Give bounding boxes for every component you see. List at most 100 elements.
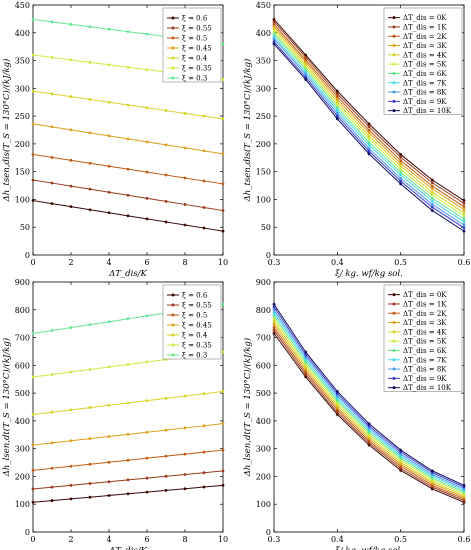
data-point — [126, 401, 130, 405]
legend-marker — [171, 323, 175, 327]
data-point — [335, 103, 339, 107]
data-point — [367, 432, 371, 436]
data-point — [69, 22, 73, 26]
legend-marker — [392, 321, 396, 325]
legend-label: ξ = 0.45 — [182, 322, 212, 330]
data-point — [367, 441, 371, 445]
data-point — [272, 25, 276, 29]
y-tick-label: 600 — [15, 361, 30, 370]
y-tick-label: 800 — [15, 306, 30, 315]
data-point — [430, 473, 434, 476]
y-tick-label: 100 — [15, 500, 30, 509]
legend-marker — [171, 16, 175, 20]
data-point — [399, 460, 403, 464]
legend-box — [383, 284, 463, 392]
data-point — [69, 158, 73, 162]
data-point — [367, 430, 371, 434]
legend-label: ΔT_dis = 3K — [403, 319, 447, 327]
data-point — [462, 205, 466, 209]
data-point — [88, 462, 92, 466]
data-point — [430, 184, 434, 188]
legend-label: ξ = 0.6 — [182, 15, 208, 23]
y-tick-label: 250 — [15, 112, 30, 121]
data-point — [221, 469, 225, 473]
y-tick-label: 600 — [256, 361, 271, 370]
data-point — [335, 95, 339, 99]
legend-label: ΔT_dis = 5K — [403, 338, 447, 346]
data-point — [50, 202, 54, 206]
data-point — [272, 35, 276, 39]
data-point — [88, 98, 92, 101]
legend-marker — [171, 66, 175, 70]
data-point — [335, 396, 339, 400]
data-point — [430, 205, 434, 209]
data-point — [304, 68, 308, 71]
data-point — [183, 473, 187, 476]
data-point — [69, 205, 73, 209]
data-point — [304, 360, 308, 364]
data-point — [399, 159, 403, 162]
data-point — [304, 375, 308, 379]
data-point — [367, 122, 371, 126]
data-point — [304, 78, 308, 81]
data-point — [335, 401, 339, 405]
legend-label: ΔT_dis = 9K — [403, 98, 447, 106]
data-point — [462, 226, 466, 230]
data-point — [88, 406, 92, 409]
data-point — [272, 314, 276, 318]
legend-marker — [171, 303, 175, 307]
data-point — [399, 454, 403, 458]
data-point — [367, 443, 371, 447]
y-tick-label: 500 — [256, 389, 271, 398]
data-point — [272, 23, 276, 26]
data-point — [272, 308, 276, 312]
data-point — [50, 466, 54, 470]
data-point — [50, 155, 54, 159]
legend-marker — [171, 313, 175, 317]
legend-box — [383, 7, 463, 115]
data-point — [164, 454, 168, 458]
x-tick-label: 2 — [68, 258, 73, 267]
data-point — [272, 42, 276, 46]
legend-box — [162, 7, 222, 83]
legend-label: ξ = 0.4 — [182, 332, 208, 340]
data-point — [399, 452, 403, 456]
legend-marker — [392, 367, 396, 371]
legend-label: ΔT_dis = 1K — [403, 23, 447, 31]
data-point — [126, 363, 130, 366]
data-point — [69, 58, 73, 62]
y-tick-label: 0 — [266, 528, 271, 537]
y-tick-label: 350 — [256, 57, 271, 66]
x-tick-label: 0 — [30, 535, 35, 544]
data-point — [183, 487, 187, 491]
data-point — [430, 476, 434, 480]
data-point — [31, 53, 35, 57]
legend-marker — [392, 311, 396, 315]
data-point — [202, 114, 206, 118]
data-point — [335, 408, 339, 412]
data-point — [430, 190, 434, 194]
data-point — [183, 203, 187, 206]
data-point — [399, 153, 403, 156]
data-point — [183, 426, 187, 430]
data-point — [202, 450, 206, 454]
legend-marker — [392, 348, 396, 352]
x-tick-label: 0 — [30, 258, 35, 267]
x-tick-label: 4 — [106, 535, 111, 544]
data-point — [304, 363, 308, 366]
data-point — [50, 56, 54, 59]
y-tick-label: 100 — [256, 195, 271, 204]
data-point — [335, 98, 339, 101]
data-point — [145, 170, 149, 174]
data-point — [335, 111, 339, 115]
y-tick-label: 450 — [15, 1, 30, 10]
data-point — [107, 460, 111, 464]
y-tick-label: 50 — [20, 223, 30, 232]
legend-marker — [171, 56, 175, 60]
data-point — [183, 452, 187, 456]
legend-marker — [392, 90, 396, 94]
data-point — [202, 392, 206, 396]
data-point — [367, 149, 371, 153]
data-point — [164, 396, 168, 400]
legend-box — [162, 284, 222, 360]
